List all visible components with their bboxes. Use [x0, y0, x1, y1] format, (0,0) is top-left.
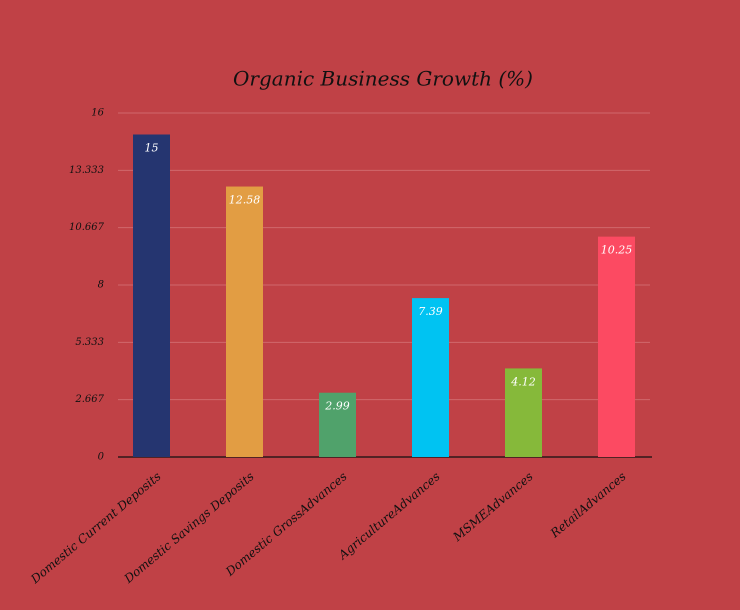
y-tick-label: 5.333 [75, 337, 104, 348]
bar [133, 134, 170, 457]
value-label: 7.39 [418, 305, 443, 318]
bar [226, 186, 263, 457]
y-tick-label: 2.667 [74, 394, 104, 405]
y-tick-label: 10.667 [69, 222, 105, 233]
y-tick-label: 8 [98, 280, 104, 291]
y-tick-label: 13.333 [69, 165, 104, 176]
chart-title: Organic Business Growth (%) [233, 67, 533, 91]
value-label: 4.12 [510, 375, 536, 388]
bar [598, 236, 635, 457]
bar [319, 392, 356, 457]
value-label: 2.99 [324, 400, 350, 413]
y-tick-label: 0 [98, 452, 105, 463]
bar [505, 368, 542, 457]
value-label: 15 [145, 142, 159, 155]
value-label: 10.25 [601, 244, 633, 257]
bar [412, 298, 449, 457]
value-label: 12.58 [229, 194, 261, 207]
y-tick-label: 16 [91, 108, 104, 119]
